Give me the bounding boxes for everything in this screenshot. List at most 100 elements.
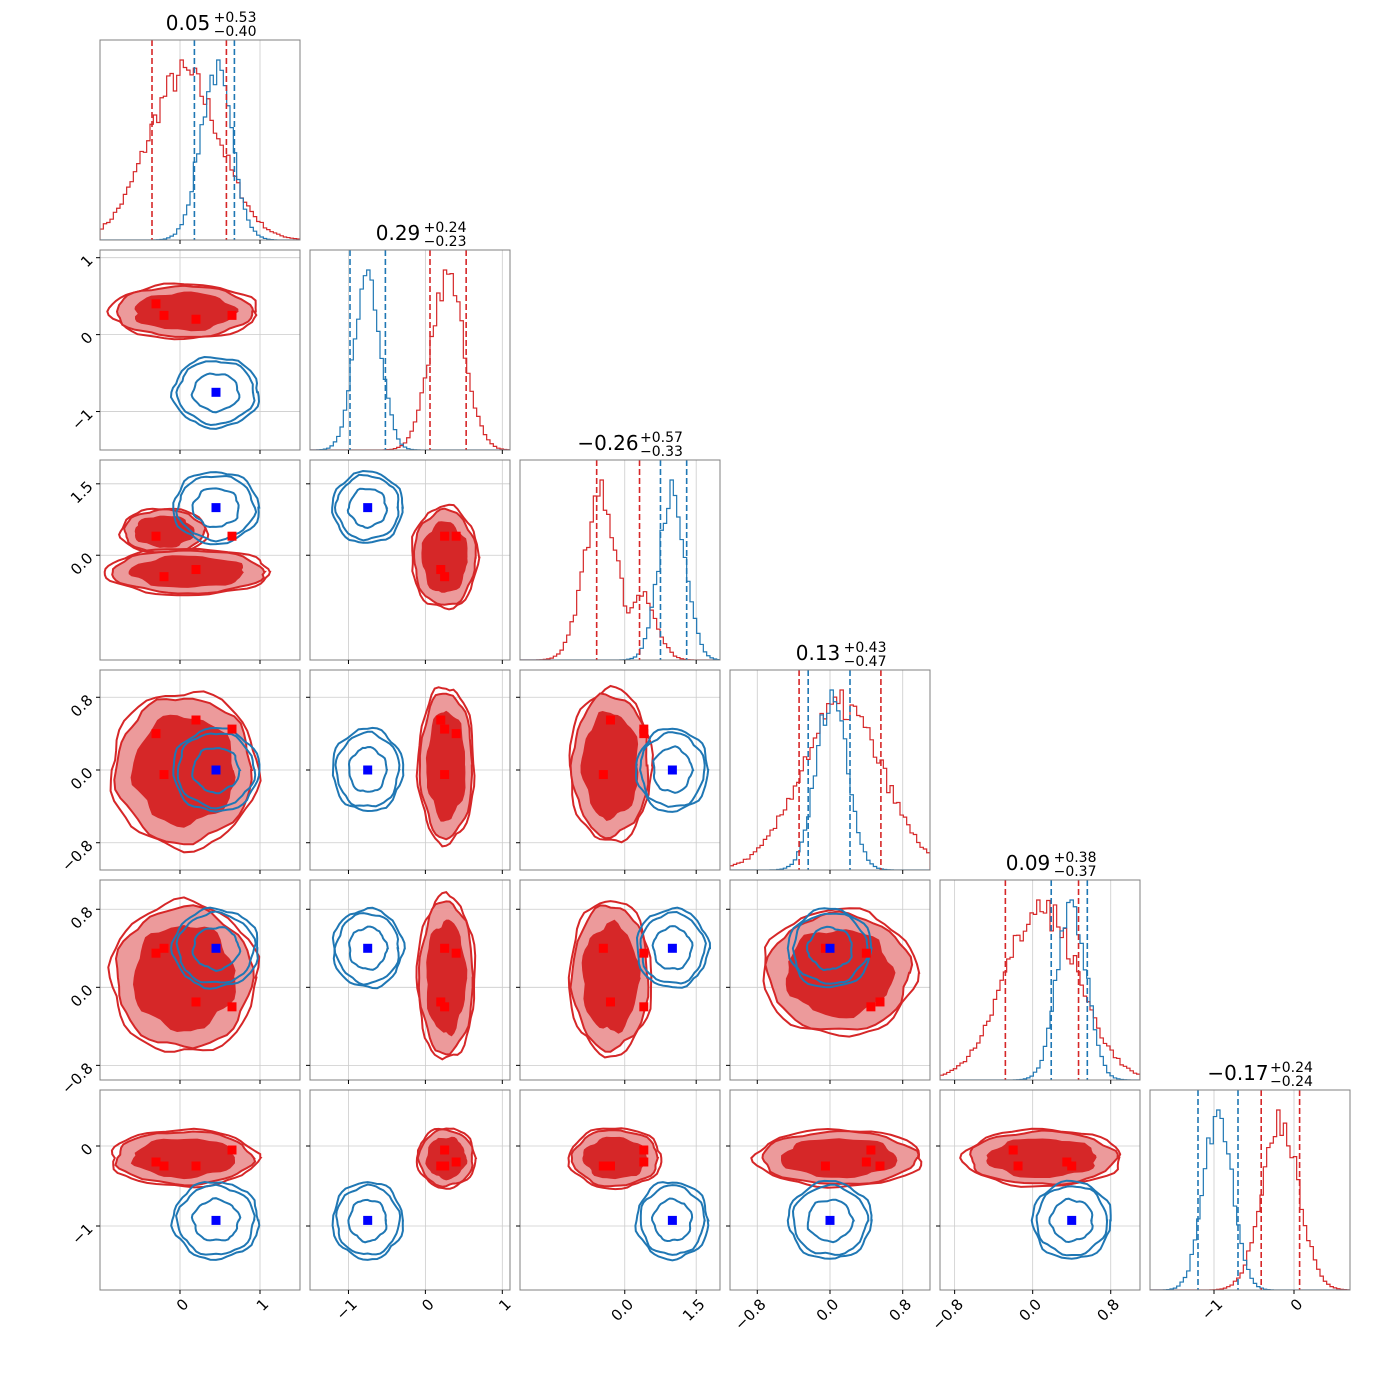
red-contour-inner: [128, 555, 245, 588]
blue-contours-3-0: [172, 726, 261, 813]
red-histogram-1: [310, 269, 510, 450]
red-marker: [191, 1161, 201, 1171]
blue-truth-marker: [825, 1215, 835, 1225]
markers-5-4: [1008, 1145, 1077, 1225]
red-histogram-2: [520, 479, 720, 660]
blue-contour-mid: [791, 912, 869, 985]
red-contour-outer: [568, 684, 655, 844]
blue-truth-marker: [667, 943, 677, 953]
red-marker: [227, 1145, 237, 1155]
red-marker: [639, 1157, 649, 1167]
panel-frame: [99, 1089, 301, 1291]
markers-4-1: [363, 943, 461, 1012]
scatter-panel-3-2: [568, 684, 655, 844]
histogram-panel-4: [940, 880, 1140, 1080]
y-tick-label: 0: [77, 1140, 96, 1159]
red-marker: [605, 1161, 615, 1171]
histogram-panel-0: [100, 40, 300, 240]
panel-frame: [309, 249, 511, 451]
blue-contour-inner: [347, 745, 389, 793]
blue-histogram-5: [1150, 1109, 1350, 1290]
red-marker: [598, 1161, 608, 1171]
blue-contour-outer: [331, 469, 404, 544]
blue-contours-5-0: [170, 1180, 261, 1261]
blue-contour-inner: [806, 1198, 856, 1244]
blue-truth-marker: [211, 387, 221, 397]
marker-layer: [151, 299, 1077, 1225]
panel-title-sub-5: −0.24: [1270, 1074, 1313, 1090]
red-marker: [436, 1161, 446, 1171]
red-marker: [227, 310, 237, 320]
blue-contour-outer: [786, 1179, 873, 1260]
red-histogram-4: [940, 899, 1140, 1080]
blue-contours-5-1: [331, 1181, 405, 1261]
red-marker: [436, 997, 446, 1007]
red-marker: [875, 1161, 885, 1171]
scatter-panel-5-3: [750, 1127, 923, 1189]
markers-3-0: [151, 715, 237, 780]
red-marker: [639, 948, 649, 958]
blue-contour-inner: [806, 925, 853, 972]
panel-frame: [309, 459, 511, 661]
panel-title-sub-2: −0.33: [640, 444, 683, 460]
x-tick-label: 1.5: [679, 1295, 709, 1325]
blue-contour-outer: [172, 726, 261, 813]
blue-contour-mid: [335, 1183, 402, 1256]
blue-contour-outer: [331, 906, 406, 990]
blue-contour-inner: [651, 925, 694, 971]
markers-2-1: [363, 503, 461, 582]
panel-frame: [519, 1089, 721, 1291]
blue-contours-4-1: [331, 906, 406, 990]
blue-contour-mid: [175, 360, 256, 427]
blue-contour-mid: [175, 910, 257, 984]
red-contour-inner: [425, 710, 466, 822]
blue-contour-inner: [650, 1197, 694, 1243]
blue-contours-5-3: [786, 1179, 873, 1260]
panel-title-sub-3: −0.47: [844, 654, 887, 670]
red-marker: [598, 770, 608, 780]
x-tick-label: 0: [418, 1295, 437, 1314]
blue-contour-inner: [191, 746, 242, 795]
scatter-panel-2-0: [103, 507, 272, 597]
red-marker: [866, 1002, 876, 1012]
red-marker: [451, 729, 461, 739]
red-marker: [159, 943, 169, 953]
blue-truth-marker: [363, 943, 373, 953]
blue-contours-3-1: [331, 726, 405, 813]
red-marker: [440, 770, 450, 780]
histogram-panel-2: [520, 460, 720, 660]
panel-frame: [519, 459, 721, 661]
blue-samples-layer: [169, 355, 1112, 1262]
blue-contour-mid: [639, 731, 706, 808]
red-marker: [440, 531, 450, 541]
red-contour-outer: [762, 907, 921, 1038]
red-marker: [639, 1145, 649, 1155]
blue-contours-2-1: [331, 469, 404, 544]
red-marker: [639, 1002, 649, 1012]
blue-contours-1-0: [169, 355, 261, 430]
blue-contours-5-2: [634, 1181, 710, 1262]
blue-truth-marker: [211, 765, 221, 775]
markers-2-0: [151, 503, 237, 582]
red-marker: [451, 1157, 461, 1167]
blue-contour-mid: [791, 1183, 870, 1256]
red-contour-outer: [750, 1127, 923, 1189]
red-marker: [451, 531, 461, 541]
scatter-panel-1-0: [106, 282, 258, 341]
panel-frame: [99, 879, 301, 1081]
red-marker: [866, 1145, 876, 1155]
panel-frame: [309, 1089, 511, 1291]
red-marker: [440, 724, 450, 734]
markers-3-2: [598, 715, 677, 780]
markers-5-3: [820, 1145, 885, 1225]
markers-5-2: [598, 1145, 677, 1225]
red-marker: [191, 997, 201, 1007]
red-contour-outer: [415, 686, 476, 848]
red-marker: [436, 715, 446, 725]
red-marker: [151, 299, 161, 309]
x-tick-label: 0.0: [1015, 1295, 1045, 1325]
markers-1-0: [151, 299, 237, 397]
red-marker: [227, 724, 237, 734]
blue-contour-outer: [331, 726, 405, 813]
